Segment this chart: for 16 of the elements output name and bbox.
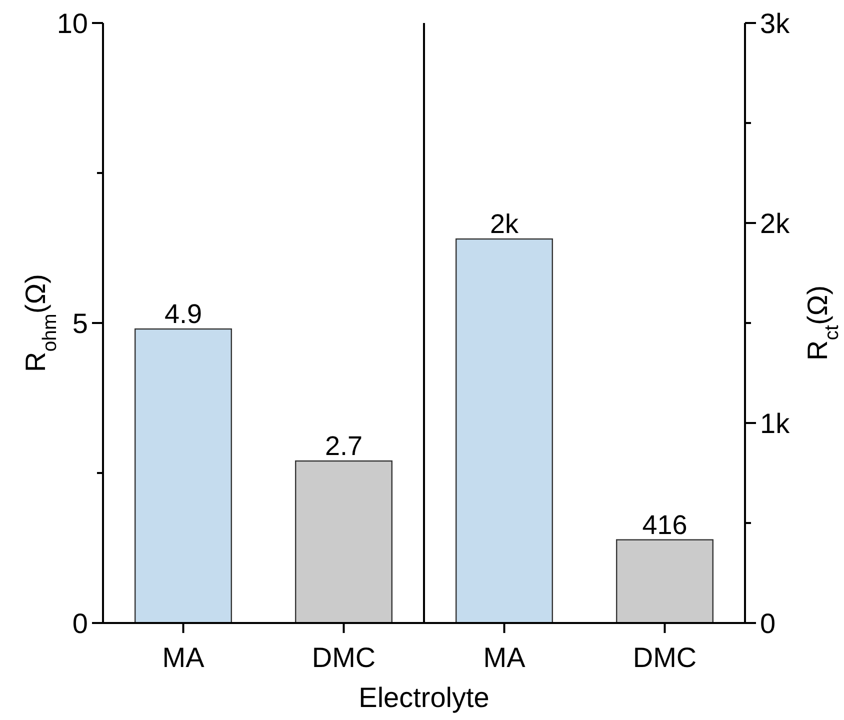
x-tick-label: MA	[162, 642, 205, 673]
data-label: 416	[642, 510, 688, 540]
data-label: 4.9	[164, 299, 202, 329]
x-axis-title: Electrolyte	[358, 682, 490, 713]
y2-tick-label: 0	[760, 608, 776, 639]
x-tick-label: MA	[483, 642, 526, 673]
x-tick-label: DMC	[312, 642, 376, 673]
y-tick-label: 0	[72, 608, 88, 639]
y-tick-label: 10	[56, 8, 88, 39]
y-tick-label: 5	[72, 308, 88, 339]
y2-tick-label: 3k	[760, 8, 791, 39]
x-tick-label: DMC	[632, 642, 697, 673]
data-label: 2.7	[324, 431, 363, 461]
y2-tick-label: 1k	[760, 408, 791, 439]
y2-tick-label: 2k	[760, 208, 791, 239]
data-label: 2k	[490, 209, 519, 239]
